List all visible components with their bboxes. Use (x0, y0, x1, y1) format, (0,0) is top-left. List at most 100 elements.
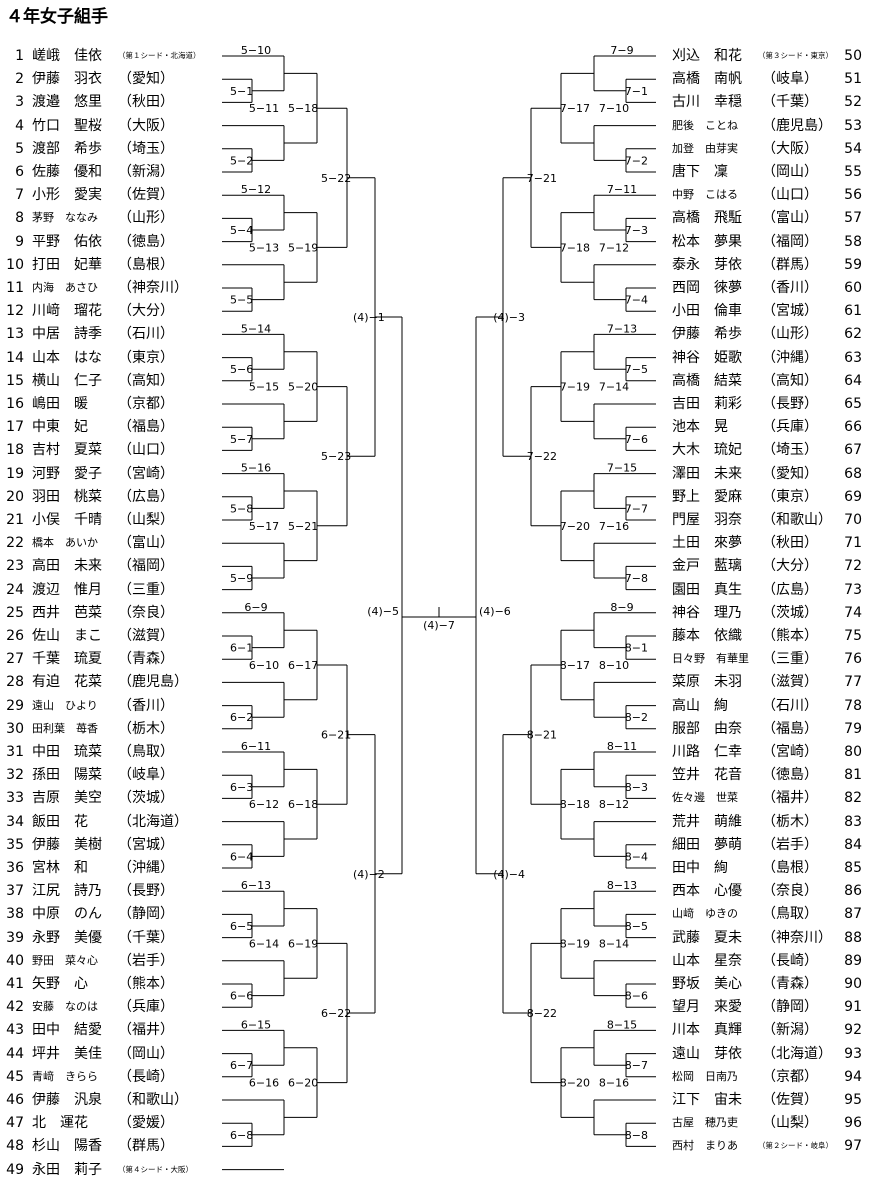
entry-row: 92 川本 真輝 （新潟） (0, 1020, 876, 1040)
entry-row: 37 江尻 詩乃 （長野） (0, 881, 876, 901)
entry-name: 渡辺 惟月 (32, 581, 102, 598)
entry-prefecture: （埼玉） (118, 140, 174, 157)
entry-row: 32 孫田 陽菜 （岐阜） (0, 765, 876, 785)
match-label: 6−4 (230, 850, 253, 863)
entry-number: 50 (844, 48, 862, 64)
entry-number: 7 (15, 187, 24, 204)
entry-number: 84 (844, 836, 862, 853)
entry-number: 61 (844, 303, 862, 320)
match-label: 8−17 (560, 659, 590, 672)
entry-name: 田利葉 苺香 (32, 721, 98, 735)
match-label: 7−10 (599, 102, 629, 115)
match-label: 8−15 (607, 1018, 637, 1031)
match-label: 7−2 (625, 154, 648, 167)
entry-number: 35 (6, 836, 24, 853)
entry-name: 青﨑 きらら (32, 1069, 98, 1083)
entry-number: 2 (15, 71, 24, 88)
entry-number: 60 (844, 280, 862, 296)
entry-name: 嶋田 暖 (32, 396, 88, 412)
entry-row: 40 野田 菜々心 （岩手） (0, 951, 876, 971)
entry-name: 小形 愛実 (32, 187, 102, 204)
match-label: 7−1 (625, 85, 648, 98)
entry-seed: （第２シード・岐阜） (758, 1141, 833, 1151)
entry-prefecture: （島根） (762, 860, 818, 876)
entry-row: 64 高橋 結菜 （高知） (0, 371, 876, 391)
entry-number: 41 (6, 976, 24, 992)
match-label: 7−3 (625, 224, 648, 237)
entry-prefecture: （秋田） (118, 94, 174, 111)
entry-number: 70 (844, 512, 862, 528)
entry-name: 北 運花 (32, 1115, 88, 1132)
entry-name: 池本 晃 (672, 419, 728, 436)
entry-name: 澤田 未来 (672, 465, 742, 482)
entry-prefecture: （宮崎） (762, 744, 818, 760)
entry-number: 23 (6, 558, 24, 575)
match-label: 6−18 (288, 798, 318, 811)
match-label: 8−11 (607, 740, 637, 753)
entry-number: 16 (6, 396, 24, 412)
entry-name: 宮林 和 (32, 860, 88, 876)
entry-row: 22 橋本 あいか （富山） (0, 533, 876, 553)
entry-row: 67 大木 琉妃 （埼玉） (0, 440, 876, 460)
entry-name: 嵯峨 佳依 (32, 48, 102, 64)
match-label: 5−10 (241, 44, 271, 57)
entry-row: 59 泰永 芽依 （群馬） (0, 255, 876, 275)
entry-prefecture: （石川） (762, 697, 818, 714)
entry-name: 吉村 夏菜 (32, 442, 102, 459)
entry-prefecture: （高知） (762, 372, 818, 389)
entry-prefecture: （福井） (118, 1022, 174, 1039)
entry-name: 伊藤 美樹 (32, 836, 102, 853)
entry-prefecture: （大分） (762, 558, 818, 575)
entry-prefecture: （山梨） (118, 512, 174, 528)
entry-number: 76 (844, 651, 862, 668)
entry-row: 75 藤本 依織 （熊本） (0, 626, 876, 646)
entry-prefecture: （千葉） (762, 94, 818, 111)
entry-name: 泰永 芽依 (672, 256, 742, 273)
entry-name: 遠山 芽依 (672, 1045, 742, 1062)
entry-prefecture: （三重） (762, 651, 818, 668)
entry-row: 93 遠山 芽依 （北海道） (0, 1044, 876, 1064)
entry-row: 15 横山 仁子 （高知） (0, 371, 876, 391)
entry-number: 5 (15, 140, 24, 157)
entry-prefecture: （石川） (118, 326, 174, 343)
entry-prefecture: （大分） (118, 303, 174, 320)
entry-prefecture: （北海道） (762, 1045, 832, 1062)
entry-number: 74 (844, 604, 862, 621)
entry-name: 吉田 莉彩 (672, 396, 742, 412)
entry-name: 江尻 詩乃 (32, 883, 102, 900)
entry-number: 58 (844, 233, 862, 250)
entry-row: 65 吉田 莉彩 （長野） (0, 394, 876, 414)
entry-prefecture: （神奈川） (762, 929, 832, 946)
entry-number: 65 (844, 396, 862, 412)
entry-name: 門屋 羽奈 (672, 512, 742, 528)
entry-name: 杉山 陽香 (32, 1138, 102, 1155)
entry-number: 34 (6, 813, 24, 830)
entry-prefecture: （鹿児島） (118, 674, 188, 691)
entry-prefecture: （山形） (762, 326, 818, 343)
entry-prefecture: （山形） (118, 210, 174, 227)
entry-name: 永田 莉子 (32, 1161, 102, 1178)
entry-prefecture: （岡山） (762, 164, 818, 180)
entry-row: 35 伊藤 美樹 （宮城） (0, 835, 876, 855)
entry-number: 24 (6, 581, 24, 598)
entry-row: 62 伊藤 希歩 （山形） (0, 324, 876, 344)
entry-number: 31 (6, 744, 24, 760)
entry-prefecture: （福島） (762, 720, 818, 737)
entry-name: 西本 心優 (672, 883, 742, 900)
entry-row: 46 伊藤 汎泉 （和歌山） (0, 1090, 876, 1110)
match-label: 8−6 (625, 990, 648, 1003)
entry-name: 菜原 未羽 (672, 674, 742, 691)
entry-prefecture: （兵庫） (118, 999, 174, 1016)
match-label: 5−4 (230, 224, 253, 237)
entry-row: 16 嶋田 暖 （京都） (0, 394, 876, 414)
entry-name: 松本 夢果 (672, 233, 742, 250)
match-label: 8−12 (599, 798, 629, 811)
entry-name: 古川 幸穏 (672, 94, 742, 111)
entry-number: 26 (6, 628, 24, 644)
entry-prefecture: （沖縄） (118, 860, 174, 876)
entry-row: 28 有迫 花菜 （鹿児島） (0, 672, 876, 692)
match-label: 6−7 (230, 1059, 253, 1072)
entry-row: 50 刈込 和花 （第３シード・東京） (0, 46, 876, 66)
entry-name: 山本 星奈 (672, 952, 742, 969)
match-label: 5−22 (321, 172, 351, 185)
